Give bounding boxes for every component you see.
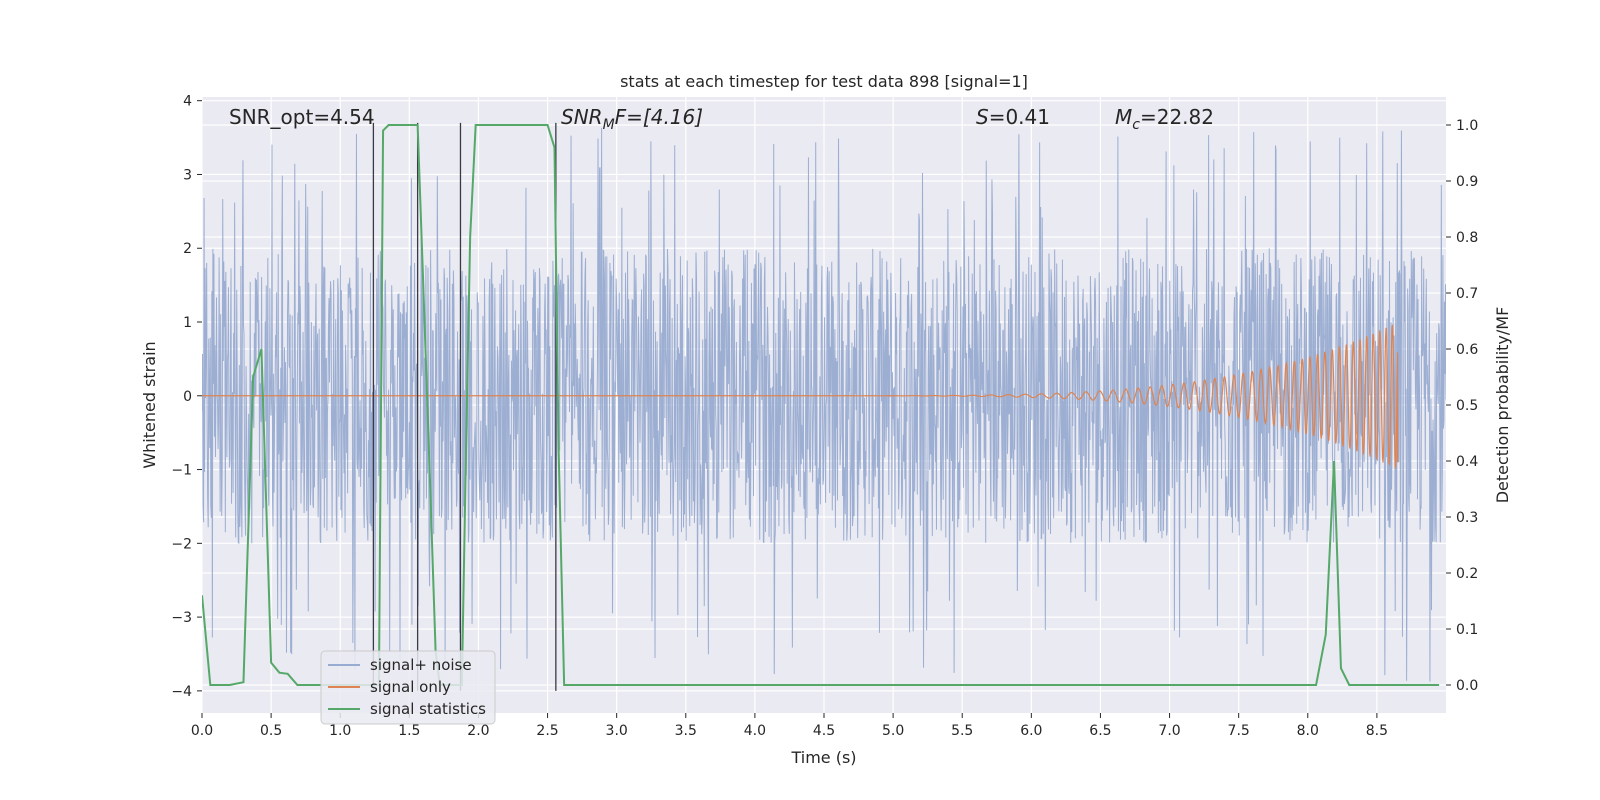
y-left-tick-label: −4 [171,684,192,700]
snr-mf-value: F=[4.16] [615,105,703,129]
s-symbol: S [976,105,989,129]
x-tick-label: 4.0 [744,723,766,739]
x-tick-label: 4.5 [813,723,835,739]
y-right-tick-label: 1.0 [1456,118,1478,134]
x-axis-title: Time (s) [790,748,856,767]
x-tick-label: 7.5 [1228,723,1250,739]
y-left-tick-label: 4 [183,94,192,110]
y-right-tick-labels: 1.0 0.9 0.8 0.7 0.6 0.5 0.4 0.3 0.2 0.1 0.0 [1446,118,1478,694]
x-tick-label: 6.0 [1020,723,1042,739]
y-right-tick-label: 0.7 [1456,286,1478,302]
legend-label-noise: signal+ noise [370,656,472,674]
x-tick-label: 0.5 [260,723,282,739]
x-tick-label: 1.5 [398,723,420,739]
signal-only-trace [202,324,1399,469]
y-left-tick-label: −2 [171,536,192,552]
x-tick-label: 3.5 [675,723,697,739]
y-right-tick-label: 0.1 [1456,622,1478,638]
annotation-s: S=0.41 [976,105,1050,129]
y-right-tick-label: 0.0 [1456,678,1478,694]
mc-symbol: M [1115,105,1132,129]
legend-box [320,650,496,725]
y-left-tick-labels: 4 3 2 1 0 −1 −2 −3 −4 [171,94,202,700]
series-signal-only [202,324,1399,469]
annotation-snr-mf: SNRMF=[4.16] [561,105,703,133]
chart-title: stats at each timestep for test data 898… [620,72,1028,91]
series-signal-noise [202,127,1446,682]
y-left-tick-label: −1 [171,463,192,479]
y-left-tick-label: 0 [183,389,192,405]
x-tick-label: 5.0 [882,723,904,739]
x-tick-label: 2.5 [536,723,558,739]
snr-mf-symbol: SNR [561,105,603,129]
y-right-tick-label: 0.3 [1456,510,1478,526]
legend: signal+ noise signal only signal statist… [320,650,496,725]
x-tick-label: 6.5 [1089,723,1111,739]
y-left-tick-label: 2 [183,241,192,257]
noise-trace [202,127,1446,682]
mc-subscript: c [1132,117,1140,133]
x-tick-labels: 0.0 0.5 1.0 1.5 2.0 2.5 3.0 3.5 4.0 4.5 5.0 5.5 6.0 6… [191,713,1388,739]
y-left-tick-label: 1 [183,315,192,331]
y-left-tick-label: −3 [171,610,192,626]
annotation-mc: Mc=22.82 [1115,105,1214,133]
y-right-tick-label: 0.6 [1456,342,1478,358]
y-axis-title-left: Whitened strain [140,341,159,468]
x-tick-label: 3.0 [606,723,628,739]
x-tick-label: 1.0 [329,723,351,739]
x-tick-label: 7.0 [1158,723,1180,739]
y-right-tick-label: 0.2 [1456,566,1478,582]
x-tick-label: 5.5 [951,723,973,739]
x-tick-label: 8.0 [1297,723,1319,739]
annotation-snr-opt: SNR_opt=4.54 [229,105,375,129]
y-right-tick-label: 0.5 [1456,398,1478,414]
legend-label-statistics: signal statistics [370,700,486,718]
y-right-tick-label: 0.4 [1456,454,1478,470]
mc-value: =22.82 [1140,105,1214,129]
x-tick-label: 2.0 [467,723,489,739]
s-value: =0.41 [989,105,1050,129]
y-axis-title-right: Detection probability/MF [1493,307,1512,504]
legend-label-signal: signal only [370,678,451,696]
y-left-tick-label: 3 [183,167,192,183]
y-right-tick-label: 0.9 [1456,174,1478,190]
snr-mf-subscript: M [603,117,615,133]
x-tick-label: 8.5 [1366,723,1388,739]
x-tick-label: 0.0 [191,723,213,739]
y-right-tick-label: 0.8 [1456,230,1478,246]
